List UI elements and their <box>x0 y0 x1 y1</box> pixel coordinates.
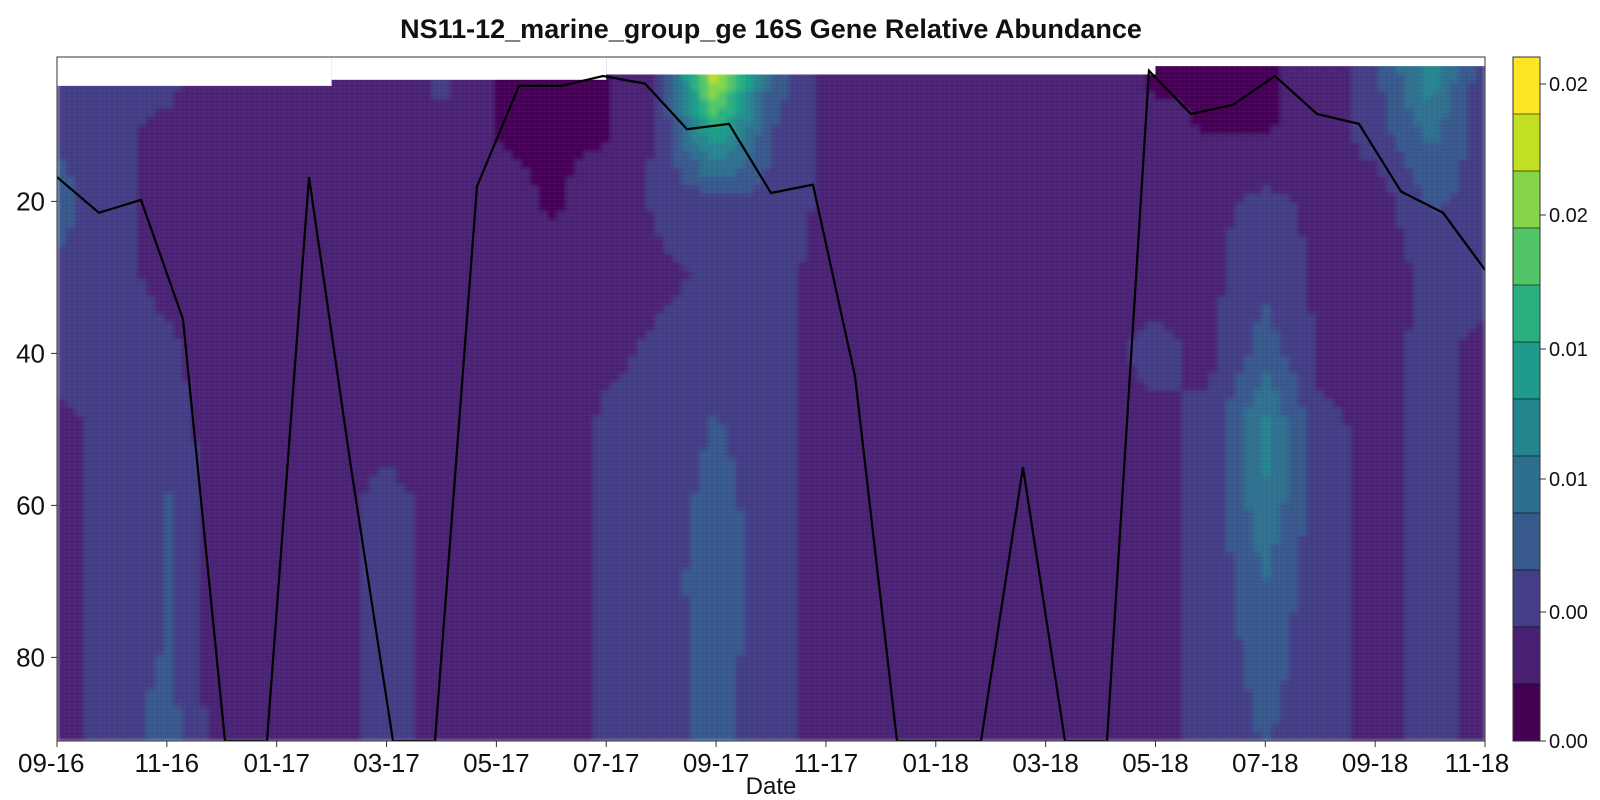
chart-title: NS11-12_marine_group_ge 16S Gene Relativ… <box>400 14 1142 44</box>
plot-area <box>56 56 1486 742</box>
